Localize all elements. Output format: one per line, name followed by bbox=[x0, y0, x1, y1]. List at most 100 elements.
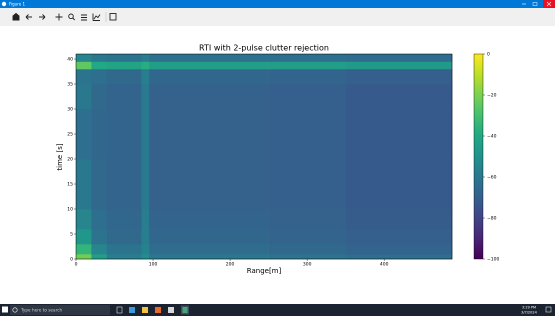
heatmap-cell bbox=[149, 62, 269, 70]
y-axis-label: time [s] bbox=[56, 143, 64, 170]
y-tick-label: 10 bbox=[67, 207, 73, 213]
clock-time: 3:29 PM bbox=[522, 306, 536, 310]
heatmap-cell bbox=[269, 69, 346, 84]
heatmap-cell bbox=[346, 109, 453, 159]
heatmap-cell bbox=[346, 244, 453, 254]
heatmap-cell bbox=[91, 209, 107, 229]
y-tick-label: 20 bbox=[67, 157, 73, 163]
heatmap-cell bbox=[107, 209, 142, 229]
search-placeholder: Type here to search bbox=[20, 307, 63, 312]
firefox-icon[interactable] bbox=[155, 307, 161, 313]
title-bar bbox=[0, 0, 555, 8]
heatmap-cell bbox=[141, 244, 149, 254]
heatmap-cell bbox=[149, 69, 269, 84]
colorbar bbox=[474, 54, 483, 259]
y-tick-label: 30 bbox=[67, 107, 73, 113]
edge-icon[interactable] bbox=[129, 307, 135, 313]
heatmap-cell bbox=[91, 84, 107, 109]
heatmap-cell bbox=[269, 244, 346, 254]
heatmap-cell bbox=[91, 109, 107, 159]
heatmap-cell bbox=[141, 254, 149, 259]
heatmap-cell bbox=[76, 244, 92, 254]
heatmap-cell bbox=[149, 209, 269, 229]
heatmap-cell bbox=[76, 62, 92, 70]
heatmap-cell bbox=[346, 254, 453, 259]
heatmap-cell bbox=[149, 109, 269, 159]
heatmap-cell bbox=[107, 84, 142, 109]
heatmap-cell bbox=[141, 62, 149, 70]
x-axis-label: Range[m] bbox=[247, 267, 282, 275]
heatmap-cell bbox=[269, 109, 346, 159]
heatmap-cell bbox=[149, 84, 269, 109]
heatmap-cell bbox=[107, 62, 142, 70]
maximize-button[interactable] bbox=[530, 1, 540, 7]
heatmap-cell bbox=[76, 69, 92, 84]
heatmap-cell bbox=[91, 54, 107, 62]
heatmap-cell bbox=[91, 159, 107, 209]
heatmap-cell bbox=[141, 109, 149, 159]
heatmap-cell bbox=[76, 54, 92, 62]
colorbar-tick-label: −80 bbox=[487, 216, 497, 222]
toolbar bbox=[0, 8, 555, 26]
y-tick-label: 5 bbox=[70, 232, 73, 238]
chart-title: RTI with 2-pulse clutter rejection bbox=[199, 44, 329, 53]
heatmap-cell bbox=[346, 159, 453, 209]
heatmap-cell bbox=[76, 84, 92, 109]
heatmap-cell bbox=[141, 69, 149, 84]
screen: Figure 1 RTI with 2-pulse clutter reject… bbox=[0, 0, 555, 316]
heatmap-cell bbox=[149, 229, 269, 244]
heatmap-cell bbox=[141, 84, 149, 109]
x-tick-label: 100 bbox=[149, 262, 158, 268]
heatmap-cell bbox=[346, 229, 453, 244]
y-tick-label: 0 bbox=[70, 257, 73, 263]
start-button[interactable] bbox=[2, 307, 8, 313]
heatmap-cell bbox=[269, 62, 346, 70]
y-tick-label: 25 bbox=[67, 132, 73, 138]
heatmap-cell bbox=[149, 254, 269, 259]
explorer-icon[interactable] bbox=[142, 307, 148, 313]
heatmap-cell bbox=[91, 254, 107, 259]
heatmap-cell bbox=[149, 244, 269, 254]
colorbar-tick-label: 0 bbox=[487, 52, 490, 58]
heatmap-cell bbox=[149, 54, 269, 62]
heatmap-cell bbox=[76, 159, 92, 209]
app-icon bbox=[2, 2, 6, 6]
heatmap-cell bbox=[346, 84, 453, 109]
x-tick-label: 0 bbox=[75, 262, 78, 268]
heatmap-cell bbox=[346, 62, 453, 70]
y-tick-label: 35 bbox=[67, 82, 73, 88]
x-tick-label: 400 bbox=[380, 262, 389, 268]
y-tick-label: 40 bbox=[67, 57, 73, 63]
x-tick-label: 300 bbox=[303, 262, 312, 268]
colorbar-tick-label: −20 bbox=[487, 93, 497, 99]
heatmap-cell bbox=[269, 54, 346, 62]
heatmap-cell bbox=[141, 209, 149, 229]
heatmap-cell bbox=[269, 84, 346, 109]
heatmap-cell bbox=[107, 244, 142, 254]
app-icon-2[interactable] bbox=[168, 307, 174, 313]
heatmap-cell bbox=[91, 244, 107, 254]
heatmap-cell bbox=[91, 69, 107, 84]
heatmap-cell bbox=[107, 109, 142, 159]
heatmap-cell bbox=[269, 254, 346, 259]
heatmap-cell bbox=[141, 159, 149, 209]
colorbar-tick-label: −40 bbox=[487, 134, 497, 140]
heatmap-cell bbox=[76, 254, 92, 259]
x-tick-label: 200 bbox=[226, 262, 235, 268]
window-title: Figure 1 bbox=[9, 1, 25, 6]
heatmap-cell bbox=[269, 229, 346, 244]
heatmap-cell bbox=[269, 209, 346, 229]
heatmap-cell bbox=[149, 159, 269, 209]
colorbar-tick-label: −100 bbox=[487, 257, 499, 263]
heatmap-cell bbox=[91, 62, 107, 70]
heatmap-cell bbox=[346, 209, 453, 229]
page: Figure 1 RTI with 2-pulse clutter reject… bbox=[0, 0, 555, 316]
heatmap-cell bbox=[107, 69, 142, 84]
y-tick-label: 15 bbox=[67, 182, 73, 188]
heatmap-cell bbox=[91, 229, 107, 244]
heatmap-cell bbox=[269, 159, 346, 209]
colorbar-tick-label: −60 bbox=[487, 175, 497, 181]
heatmap-cell bbox=[107, 254, 142, 259]
heatmap-cell bbox=[107, 159, 142, 209]
heatmap-cell bbox=[76, 229, 92, 244]
